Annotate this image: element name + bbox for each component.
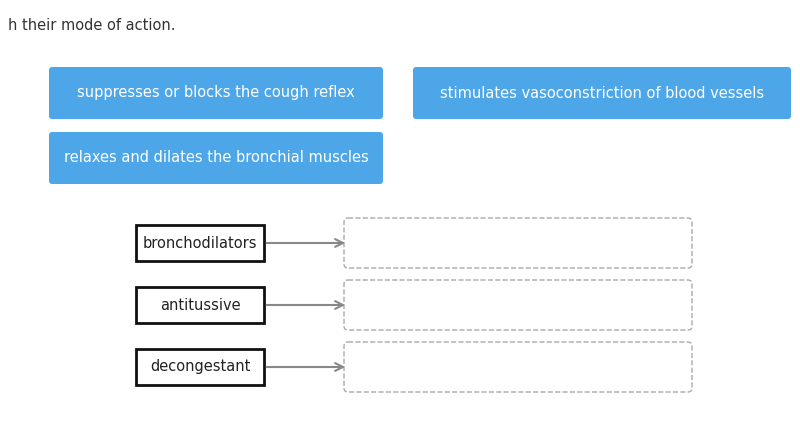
- Text: bronchodilators: bronchodilators: [142, 235, 258, 251]
- FancyBboxPatch shape: [136, 349, 264, 385]
- Text: suppresses or blocks the cough reflex: suppresses or blocks the cough reflex: [77, 85, 355, 101]
- FancyBboxPatch shape: [413, 67, 791, 119]
- Text: h their mode of action.: h their mode of action.: [8, 18, 175, 33]
- FancyBboxPatch shape: [344, 218, 692, 268]
- FancyBboxPatch shape: [136, 287, 264, 323]
- Text: relaxes and dilates the bronchial muscles: relaxes and dilates the bronchial muscle…: [64, 150, 368, 166]
- FancyBboxPatch shape: [136, 225, 264, 261]
- FancyBboxPatch shape: [344, 280, 692, 330]
- FancyBboxPatch shape: [49, 132, 383, 184]
- Text: antitussive: antitussive: [160, 298, 240, 312]
- Text: stimulates vasoconstriction of blood vessels: stimulates vasoconstriction of blood ves…: [440, 85, 764, 101]
- FancyBboxPatch shape: [49, 67, 383, 119]
- Text: decongestant: decongestant: [150, 360, 250, 375]
- FancyBboxPatch shape: [344, 342, 692, 392]
